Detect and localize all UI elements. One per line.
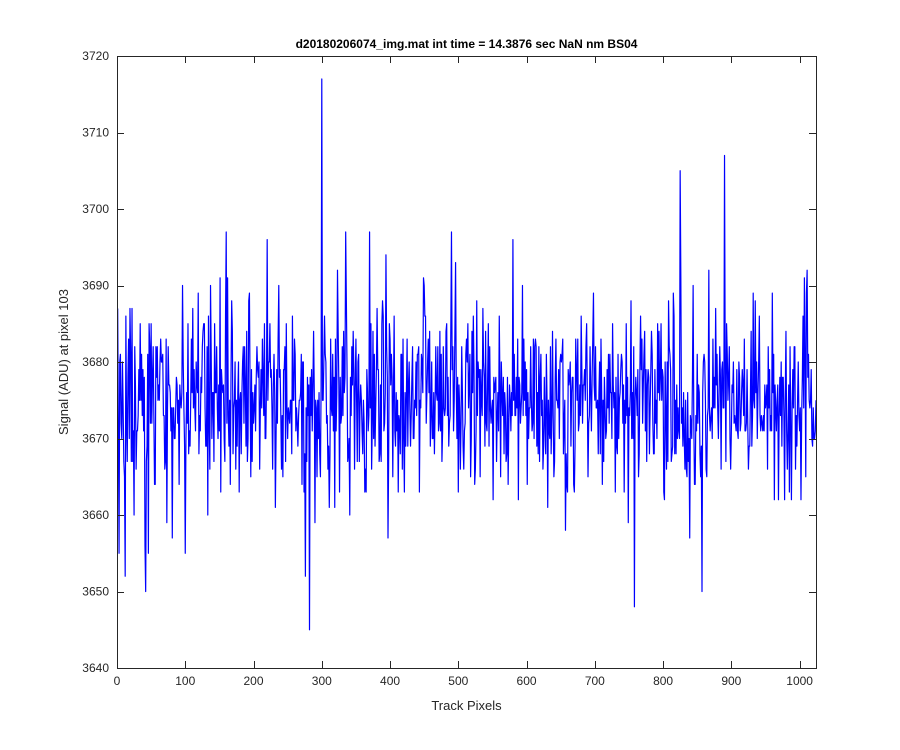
y-tick-label-5: 3690: [82, 279, 109, 293]
series-layer: [117, 78, 817, 631]
ticks-layer: 0 100 200 300 400 500 600 700 800 900 1000 3640 3650…: [82, 49, 816, 688]
x-tick-label-2: 200: [244, 674, 264, 688]
y-tick-label-7: 3710: [82, 126, 109, 140]
y-tick-label-2: 3660: [82, 508, 109, 522]
x-axis-label: Track Pixels: [431, 698, 502, 713]
x-tick-label-9: 900: [721, 674, 741, 688]
x-tick-label-3: 300: [312, 674, 332, 688]
y-tick-label-4: 3680: [82, 355, 109, 369]
y-tick-label-1: 3650: [82, 585, 109, 599]
x-tick-label-5: 500: [448, 674, 468, 688]
x-tick-label-0: 0: [114, 674, 121, 688]
x-tick-label-1: 100: [175, 674, 195, 688]
x-tick-label-8: 800: [653, 674, 673, 688]
series-line: [117, 78, 817, 631]
y-tick-label-8: 3720: [82, 49, 109, 63]
x-tick-label-4: 400: [380, 674, 400, 688]
y-tick-label-3: 3670: [82, 432, 109, 446]
y-axis-label: Signal (ADU) at pixel 103: [56, 289, 71, 435]
x-tick-label-7: 700: [585, 674, 605, 688]
plot-area: [117, 56, 816, 668]
y-tick-label-6: 3700: [82, 202, 109, 216]
x-tick-label-10: 1000: [786, 674, 813, 688]
y-tick-label-0: 3640: [82, 661, 109, 675]
x-tick-label-6: 600: [517, 674, 537, 688]
chart-title: d20180206074_img.mat int time = 14.3876 …: [296, 37, 638, 51]
